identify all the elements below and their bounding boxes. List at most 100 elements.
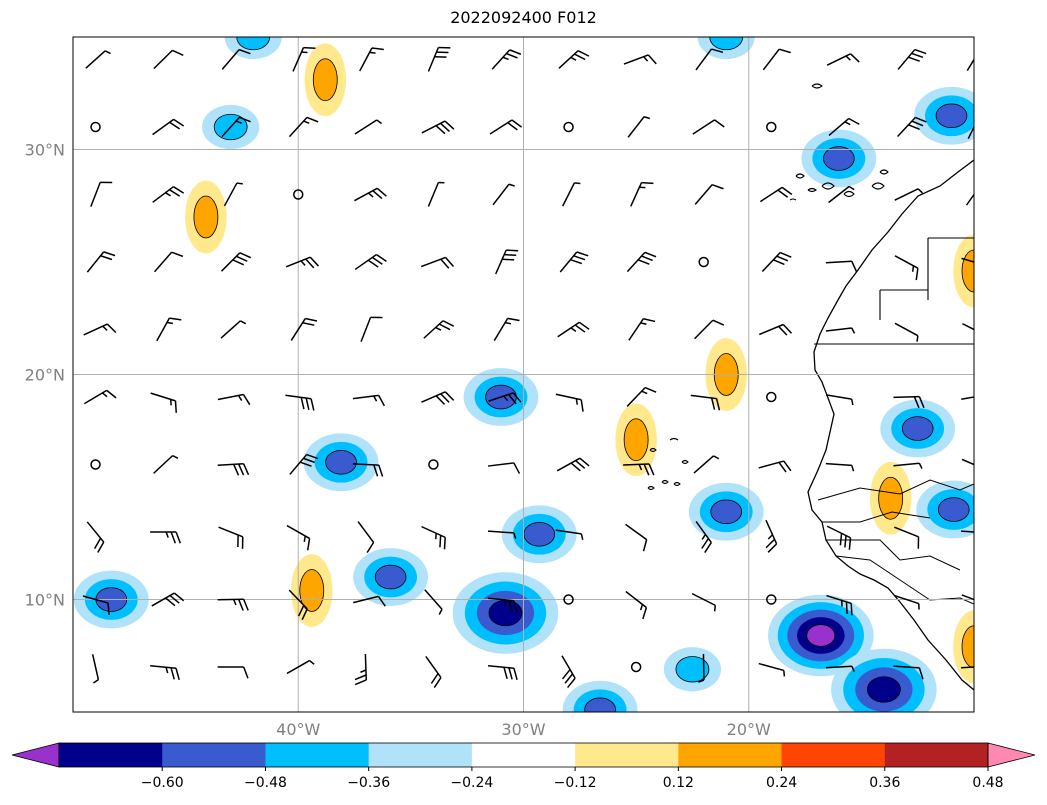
wind-barb [156, 317, 182, 342]
anomaly-blob [562, 680, 638, 712]
wind-barb [489, 119, 523, 135]
wind-barb [562, 182, 581, 207]
anomaly-blob [801, 129, 877, 188]
wind-barb [90, 181, 113, 207]
wind-barb [82, 595, 110, 616]
lat-tick-label: 20°N [25, 366, 65, 385]
wind-barb [220, 252, 252, 272]
wind-barb [217, 666, 249, 679]
map-title: 2022092400 F012 [450, 8, 597, 27]
wind-barb [424, 589, 443, 615]
wind-barb [288, 589, 308, 621]
wind-barb [966, 58, 974, 72]
anomaly-blob [185, 180, 227, 254]
wind-barb [487, 597, 518, 613]
anomaly-blob [953, 610, 974, 684]
graticule [73, 37, 974, 712]
wind-barb [826, 53, 860, 66]
wind-barb [630, 181, 654, 207]
wind-barb [960, 530, 974, 533]
wind-barb [495, 249, 519, 275]
wind-barb [967, 125, 974, 139]
wind-barb [427, 46, 451, 72]
wind-barb [421, 120, 455, 135]
wind-barb [423, 320, 455, 339]
anomaly-blob [869, 461, 912, 535]
anomaly-blob [353, 548, 429, 606]
anomaly-blob [697, 37, 755, 60]
wind-barb [290, 317, 318, 341]
wind-barb [354, 119, 383, 135]
wind-barb [153, 251, 184, 273]
anomaly-blob [501, 505, 577, 564]
colorbar-outline [58, 742, 989, 768]
wind-barb [625, 590, 648, 620]
wind-barb [153, 49, 184, 70]
wind-barb [698, 653, 705, 683]
wind-barb [825, 327, 856, 334]
colorbar-swatch [162, 743, 266, 767]
omega-anomaly-contours [73, 37, 974, 712]
wind-barb [360, 316, 383, 342]
lon-tick-label: 40°W [276, 720, 320, 739]
madeira-island [811, 83, 823, 89]
wind-barb [221, 48, 251, 70]
wind-barb [626, 251, 657, 273]
wind-barb [826, 594, 853, 616]
axis-tick-labels: 10°N 20°N 30°N 40°W 30°W 20°W [25, 141, 771, 740]
colorbar-swatch [781, 743, 886, 767]
wind-barb [223, 182, 243, 207]
anomaly-blob [880, 399, 956, 458]
wind-barb [893, 594, 920, 610]
colorbar-swatch [368, 743, 473, 767]
wind-barb [765, 519, 778, 553]
wind-barb [758, 662, 786, 677]
anomaly-blob [831, 648, 937, 712]
wind-barb [150, 392, 177, 413]
wind-barb [90, 459, 101, 470]
canary-islands [789, 169, 889, 201]
wind-barb [961, 594, 974, 601]
wind-barb [557, 321, 590, 338]
wind-barb [893, 462, 923, 469]
wind-barb [623, 463, 655, 476]
wind-barb [558, 50, 590, 69]
anomaly-blob [615, 403, 657, 477]
anomaly-blob [768, 594, 874, 677]
wind-barb [150, 531, 182, 544]
wind-barb [83, 323, 117, 336]
wind-barb [288, 116, 319, 138]
wind-barb [758, 323, 793, 336]
wind-barb [893, 665, 924, 680]
colorbar-tick-label: 0.36 [869, 775, 900, 791]
wind-barb [825, 260, 858, 273]
wind-barb [894, 526, 920, 549]
border-western-sahara [814, 237, 974, 345]
wind-barb [563, 121, 574, 133]
wind-barb [86, 521, 105, 553]
wind-barb [90, 121, 101, 133]
wind-barb [221, 116, 251, 138]
wind-barb [960, 666, 974, 669]
wind-barb [623, 54, 657, 65]
wind-barb [153, 454, 179, 474]
cape-verde-islands [647, 437, 689, 491]
lon-tick-label: 20°W [727, 720, 771, 739]
colorbar-swatch [471, 743, 576, 767]
wind-barb [563, 594, 574, 605]
colorbar-swatch [678, 743, 783, 767]
wind-barb [695, 48, 724, 71]
colorbar-tick-label: −0.24 [450, 775, 493, 791]
wind-barb [421, 391, 455, 405]
wind-barb [961, 396, 974, 400]
wind-barb [630, 661, 642, 673]
wind-barb [694, 319, 725, 340]
wind-barb [695, 521, 712, 553]
wind-barb [286, 659, 315, 675]
wind-barb [217, 598, 249, 611]
wind-barb [555, 393, 584, 412]
colorbar-max-extend [987, 742, 1036, 768]
anomaly-blob [916, 480, 974, 539]
wind-barb [83, 389, 117, 405]
wind-barb [766, 121, 777, 133]
